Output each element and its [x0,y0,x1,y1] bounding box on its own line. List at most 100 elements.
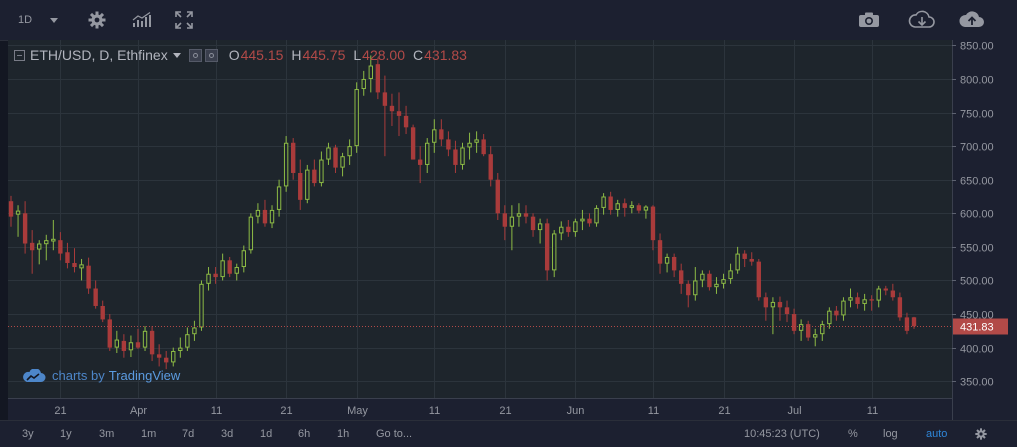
range-3y-button[interactable]: 3y [22,428,34,440]
candle-up [15,205,21,237]
candle-body [608,196,613,210]
candle-up [460,142,465,170]
candle-body [784,307,790,315]
candle-body [530,216,536,231]
candle-up [728,263,733,284]
range-1y-button[interactable]: 1y [60,428,72,440]
candle-body [537,223,543,231]
series-settings-icon[interactable] [188,48,202,62]
candle-body [671,256,677,271]
candle-down [657,233,663,274]
candle-up [220,253,225,281]
candle-body [643,206,649,211]
candle-up [354,82,359,153]
symbol-caret-icon[interactable] [172,52,181,58]
range-6h-button[interactable]: 6h [298,428,311,440]
watermark-brand: TradingView [108,368,181,383]
save-chart-button[interactable] [957,0,987,40]
interval-label: 1D [18,14,33,26]
log-scale-toggle[interactable]: log [883,428,898,440]
candle-body [283,142,289,187]
candle-body [904,317,910,331]
load-chart-button[interactable] [907,0,937,40]
x-tick-label: Apr [130,405,147,417]
range-1h-button[interactable]: 1h [337,428,350,440]
candle-body [523,213,529,217]
candle-up [580,209,585,231]
auto-scale-toggle[interactable]: auto [926,428,948,440]
range-1m-button[interactable]: 1m [141,428,157,440]
scale-settings-button[interactable] [975,421,987,447]
candle-up [594,205,599,227]
fullscreen-button[interactable] [173,0,195,40]
candle-body [657,240,663,264]
y-tick-label: 650.00 [960,176,994,188]
close-label: C [413,47,424,63]
candle-up [509,205,515,251]
candle-down [805,320,811,341]
x-tick-label: Jul [787,405,801,417]
snapshot-button[interactable] [856,0,882,40]
symbol-title[interactable]: ETH/USD, D, Ethfinex [30,47,168,63]
candle-up [305,164,310,204]
collapse-legend-icon[interactable] [14,49,25,61]
candle-down [566,220,571,237]
open-label: O [228,47,240,63]
goto-date-button[interactable]: Go to... [376,428,413,440]
candle-body [15,210,21,215]
range-1d-button[interactable]: 1d [260,428,273,440]
cloud-download-icon [908,10,935,28]
chart-area[interactable]: 850.00 800.00 750.00 700.00 650.00 600.00 550.… [8,40,1017,420]
series-visibility-icon[interactable] [204,48,218,62]
range-3m-button[interactable]: 3m [99,428,115,440]
candle-body [805,324,811,338]
candle-body [269,209,275,224]
candle-down [834,305,839,321]
candle-down [897,292,903,321]
candle-body [820,324,825,335]
candle-down [495,172,500,221]
y-tick-label: 850.00 [960,41,994,53]
candle-body [488,154,493,180]
time-axis-background [8,398,952,420]
candle-down [650,205,656,251]
candle-up [735,246,740,274]
interval-selector[interactable]: 1D [18,0,78,40]
candle-down [227,256,232,278]
candlestick-chart[interactable]: 850.00 800.00 750.00 700.00 650.00 600.00 550.… [8,40,1017,420]
candle-down [72,248,77,273]
candle-up [206,267,211,291]
tradingview-watermark[interactable]: charts by TradingView [22,368,180,383]
candle-body [707,273,712,288]
candle-body [72,262,77,268]
candle-up [178,337,183,358]
candle-up [643,205,649,219]
candle-down [523,205,529,224]
candle-body [474,139,479,143]
candle-body [121,340,127,351]
candle-body [813,334,818,338]
candle-up [248,213,254,254]
candle-down [135,328,141,349]
candle-body [679,270,684,284]
chart-settings-button[interactable] [86,0,108,40]
range-7d-button[interactable]: 7d [182,428,195,440]
candle-down [389,93,395,126]
candle-body [149,330,155,355]
candle-body [481,139,486,155]
candle-body [693,280,698,296]
range-3d-button[interactable]: 3d [221,428,234,440]
percent-scale-toggle[interactable]: % [848,428,858,440]
candle-down [375,57,381,100]
candle-down [679,263,684,294]
candle-down [749,252,754,266]
candle-body [382,92,388,106]
last-price-badge [953,318,1008,335]
candle-body [114,339,120,348]
indicators-button[interactable] [131,0,153,40]
candle-body [312,169,317,184]
candle-down [65,242,70,269]
candle-body [37,243,42,250]
open-value: 445.15 [240,47,284,63]
candle-up [573,218,578,237]
